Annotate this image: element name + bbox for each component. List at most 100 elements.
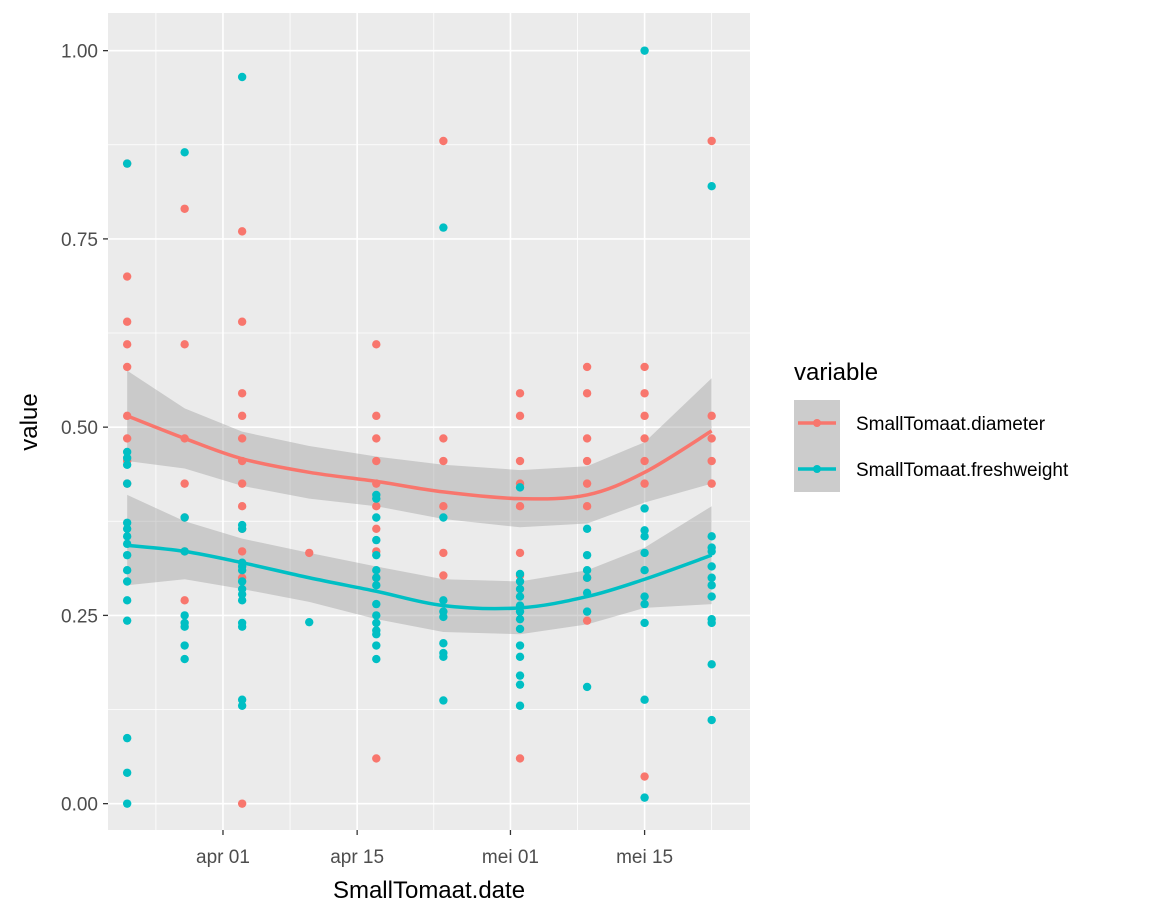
data-point: [707, 411, 716, 421]
data-point: [122, 317, 132, 326]
data-point: [582, 389, 592, 398]
y-tick-label: 0.50: [61, 418, 98, 439]
data-point: [707, 181, 716, 191]
data-point: [640, 504, 649, 513]
data-point: [372, 630, 381, 639]
data-point: [640, 434, 649, 443]
data-point: [237, 577, 247, 586]
data-point: [372, 599, 381, 609]
data-point: [372, 641, 381, 650]
data-point: [582, 502, 592, 511]
y-tick-label: 1.00: [61, 42, 98, 63]
data-point: [237, 524, 247, 534]
data-point: [515, 680, 525, 689]
data-point: [439, 456, 448, 466]
data-point: [582, 616, 592, 625]
data-point: [515, 671, 525, 680]
data-point: [180, 611, 189, 620]
data-point: [237, 479, 247, 488]
data-point: [515, 641, 525, 650]
x-tick-label: apr 15: [330, 847, 384, 868]
data-point: [372, 513, 381, 522]
data-point: [237, 596, 247, 605]
data-point: [707, 592, 716, 601]
data-point: [515, 483, 525, 492]
data-point: [439, 571, 448, 580]
legend-label: SmallTomaat.diameter: [856, 414, 1046, 435]
data-point: [372, 573, 381, 582]
data-point: [582, 566, 592, 575]
data-point: [515, 652, 525, 662]
data-point: [122, 566, 132, 575]
data-point: [237, 434, 247, 443]
data-point: [515, 577, 525, 586]
plot-panel: [108, 13, 750, 830]
data-point: [515, 411, 525, 421]
data-point: [372, 434, 381, 443]
data-point: [237, 317, 247, 326]
y-tick-label: 0.00: [61, 795, 98, 816]
data-point: [707, 456, 716, 466]
data-point: [640, 618, 649, 628]
data-point: [122, 479, 132, 488]
data-point: [372, 340, 381, 349]
data-point: [640, 532, 649, 541]
data-point: [582, 550, 592, 560]
data-point: [122, 453, 132, 463]
data-point: [305, 617, 314, 627]
data-point: [122, 733, 132, 743]
confidence-band: [127, 494, 712, 635]
data-point: [122, 340, 132, 349]
data-point: [372, 550, 381, 560]
data-point: [237, 389, 247, 398]
minor-gridlines: [108, 13, 750, 830]
data-point: [439, 639, 448, 648]
y-axis-title: value: [16, 393, 43, 450]
x-tick-label: mei 15: [616, 847, 673, 868]
data-point: [122, 159, 132, 168]
axes: 0.00 0.25 0.50 0.75 1.00 apr 01 apr 15 mei 01 me…: [61, 42, 673, 868]
data-point: [122, 434, 132, 443]
data-point: [515, 502, 525, 511]
data-point: [582, 456, 592, 466]
data-point: [640, 772, 649, 781]
data-point: [122, 768, 132, 777]
data-point: [582, 607, 592, 616]
data-point: [707, 479, 716, 488]
data-point: [640, 599, 649, 609]
data-point: [237, 227, 247, 236]
data-point: [582, 524, 592, 534]
y-tick-label: 0.75: [61, 230, 98, 251]
data-point: [122, 532, 132, 541]
data-point: [122, 460, 132, 469]
data-point: [180, 641, 189, 650]
data-point: [372, 611, 381, 620]
data-point: [515, 389, 525, 398]
data-point: [582, 682, 592, 692]
data-point: [237, 566, 247, 575]
data-point: [237, 695, 247, 704]
data-point: [640, 456, 649, 466]
data-point: [122, 616, 132, 625]
data-point: [180, 479, 189, 488]
legend-item-freshweight: SmallTomaat.freshweight: [794, 446, 1069, 492]
data-point: [515, 548, 525, 558]
data-point: [640, 695, 649, 704]
data-point: [582, 479, 592, 488]
data-point: [439, 513, 448, 522]
data-point: [372, 411, 381, 421]
smooth-line: [126, 414, 713, 501]
data-point: [372, 535, 381, 545]
data-point: [439, 548, 448, 558]
data-point: [640, 46, 649, 55]
data-point: [122, 362, 132, 372]
data-point: [707, 581, 716, 590]
data-point: [439, 596, 448, 605]
data-point: [122, 596, 132, 605]
data-point: [707, 136, 716, 146]
smooth-lines: [126, 414, 713, 611]
data-point: [180, 340, 189, 349]
data-point: [707, 618, 716, 628]
data-point: [237, 622, 247, 631]
data-point: [180, 513, 189, 522]
